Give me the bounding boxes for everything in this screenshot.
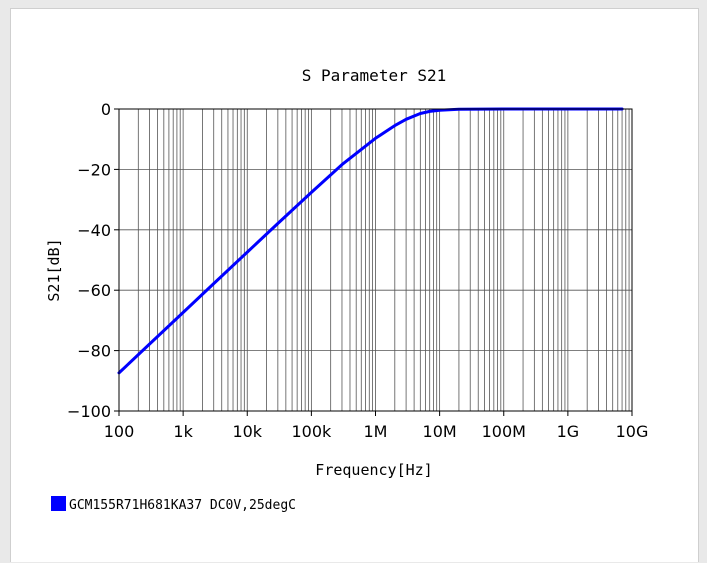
x-tick-label: 100k xyxy=(291,422,332,441)
chart-panel: S Parameter S21 0 −20 −40 −60 −80 −100 100 1k 1… xyxy=(10,8,699,562)
y-tick-label: −80 xyxy=(77,342,111,361)
legend-label: GCM155R71H681KA37 DC0V,25degC xyxy=(69,498,296,513)
chart-title: S Parameter S21 xyxy=(302,66,447,85)
y-tick-label: −40 xyxy=(77,221,111,240)
x-axis-ticks: 100 1k 10k 100k 1M 10M 100M 1G 10G xyxy=(104,411,649,441)
x-tick-label: 100M xyxy=(482,422,526,441)
s21-curve xyxy=(117,107,624,375)
x-tick-label: 10M xyxy=(423,422,457,441)
s21-chart: S Parameter S21 0−20−40−60−80−100 100 1k 1… xyxy=(45,66,649,513)
grid-lines xyxy=(118,108,632,412)
x-tick-label: 1M xyxy=(364,422,388,441)
x-axis-label: Frequency[Hz] xyxy=(315,461,432,479)
y-tick-label: −20 xyxy=(77,160,111,179)
y-tick-label: −60 xyxy=(77,281,111,300)
x-tick-label: 10G xyxy=(616,422,649,441)
x-tick-label: 1G xyxy=(557,422,580,441)
y-tick-label: 0 xyxy=(101,100,111,119)
y-axis-label: S21[dB] xyxy=(45,238,63,301)
x-tick-label: 1k xyxy=(173,422,193,441)
plot-border xyxy=(118,108,633,412)
y-axis-ticks: 0 −20 −40 −60 −80 −100 xyxy=(67,100,119,421)
y-tick-label: −100 xyxy=(67,402,111,421)
x-tick-label: 10k xyxy=(232,422,262,441)
x-tick-label: 100 xyxy=(104,422,135,441)
legend-swatch xyxy=(51,496,66,511)
